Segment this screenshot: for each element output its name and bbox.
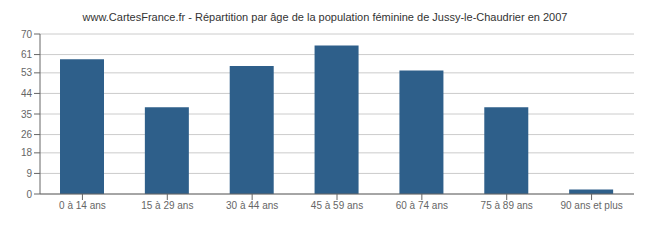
svg-text:0: 0 xyxy=(26,189,32,200)
svg-text:44: 44 xyxy=(21,88,33,99)
svg-text:60 à 74 ans: 60 à 74 ans xyxy=(396,200,448,211)
svg-text:15 à 29 ans: 15 à 29 ans xyxy=(141,200,193,211)
svg-text:61: 61 xyxy=(21,49,33,60)
svg-text:70: 70 xyxy=(21,29,33,40)
svg-text:18: 18 xyxy=(21,147,33,158)
svg-text:26: 26 xyxy=(21,129,33,140)
svg-text:0 à 14 ans: 0 à 14 ans xyxy=(59,200,106,211)
svg-text:90 ans et plus: 90 ans et plus xyxy=(560,200,622,211)
svg-text:45 à 59 ans: 45 à 59 ans xyxy=(311,200,363,211)
svg-text:30 à 44 ans: 30 à 44 ans xyxy=(226,200,278,211)
svg-text:9: 9 xyxy=(26,168,32,179)
html-text:www.CartesFrance.fr - Répartit: www.CartesFrance.fr - Répartition par âg… xyxy=(82,11,568,23)
svg-text:35: 35 xyxy=(21,109,33,120)
svg-text:53: 53 xyxy=(21,67,33,78)
svg-text:75 à 89 ans: 75 à 89 ans xyxy=(481,200,533,211)
